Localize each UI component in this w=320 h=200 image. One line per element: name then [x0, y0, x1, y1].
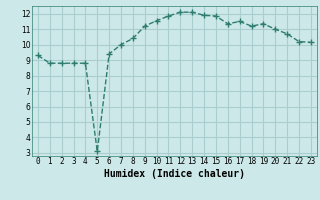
X-axis label: Humidex (Indice chaleur): Humidex (Indice chaleur): [104, 169, 245, 179]
